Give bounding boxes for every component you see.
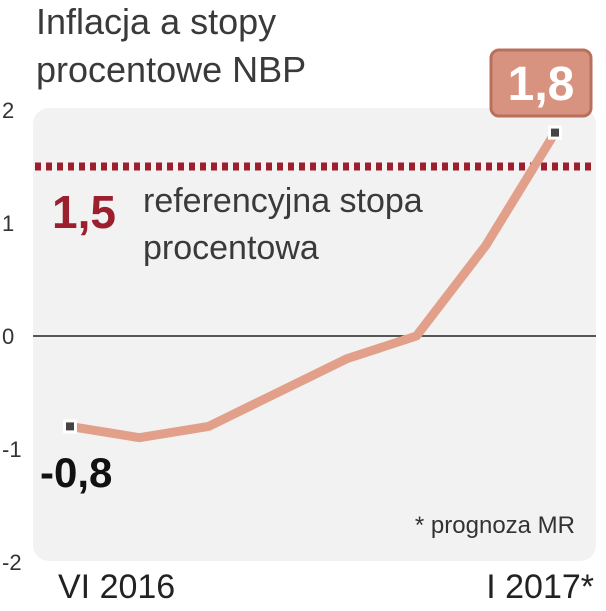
chart-title-line-2: procentowe NBP [36,49,306,90]
reference-rate-value: 1,5 [52,186,116,238]
x-tick-label-end: I 2017* [486,568,594,606]
reference-rate-label-line-2: procentowa [143,229,319,267]
plot-area [33,108,596,561]
data-point-marker-core [551,128,559,137]
forecast-note: * prognoza MR [415,512,575,539]
start-value-label: -0,8 [40,449,112,496]
x-tick-label-start: VI 2016 [58,568,175,606]
y-tick-label: 1 [2,211,14,236]
inflation-series-line [65,128,560,443]
y-tick-label: -2 [2,550,22,575]
data-point-marker-core [66,422,74,431]
y-tick-label: -1 [2,437,22,462]
y-tick-label: 0 [2,324,14,349]
chart-title-line-1: Inflacja a stopy [36,1,276,42]
end-value-badge [489,48,593,118]
end-value-label: 1,8 [508,58,575,111]
y-tick-label: 2 [2,98,14,123]
reference-rate-label-line-1: referencyjna stopa [143,182,423,220]
